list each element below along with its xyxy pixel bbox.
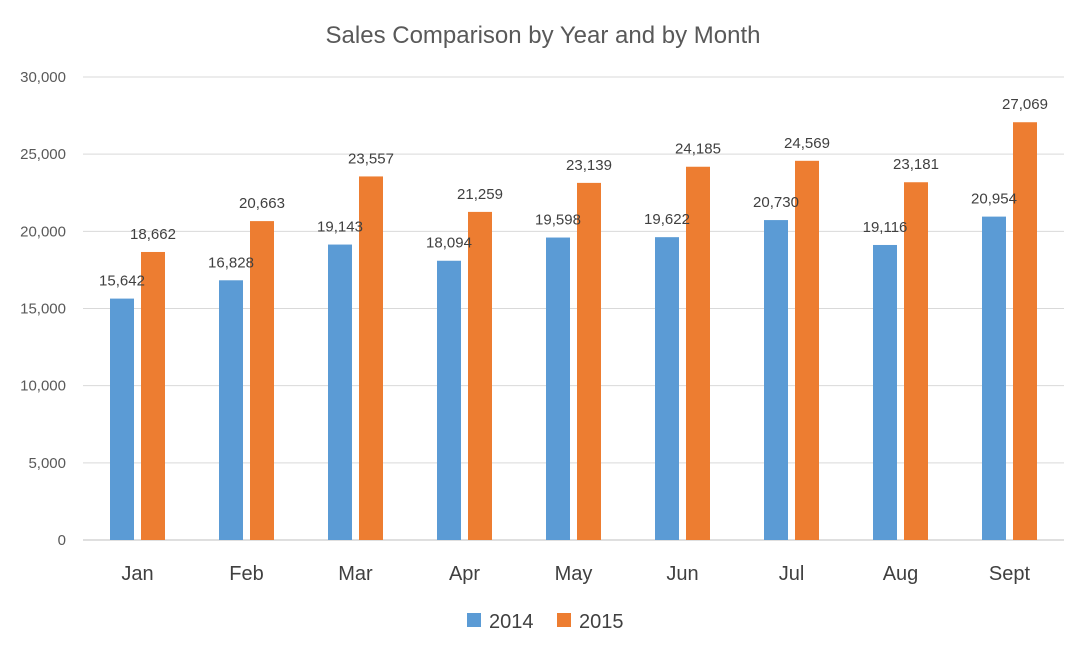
data-label: 23,139 xyxy=(566,157,612,174)
data-label: 20,663 xyxy=(239,195,285,212)
data-label: 24,185 xyxy=(675,141,721,158)
x-axis: Jan Feb Mar Apr May Jun Jul Aug Sept xyxy=(121,563,1030,585)
bar-2014-sept xyxy=(982,216,1006,541)
x-tick-label: May xyxy=(555,563,593,585)
legend: 2014 2015 xyxy=(467,611,624,633)
data-label: 24,569 xyxy=(784,135,830,152)
bar-2015-jun xyxy=(686,166,710,541)
data-label: 19,143 xyxy=(317,219,363,236)
bar-2015-sept xyxy=(1013,122,1037,540)
bars xyxy=(110,122,1037,541)
legend-label-2014: 2014 xyxy=(489,611,534,633)
bar-2015-feb xyxy=(250,221,274,541)
data-label: 19,598 xyxy=(535,212,581,229)
legend-swatch-2015 xyxy=(557,613,571,627)
data-label: 27,069 xyxy=(1002,96,1048,113)
x-tick-label: Apr xyxy=(449,563,480,585)
data-labels: 15,642 18,662 16,828 20,663 19,143 23,557 18,0… xyxy=(99,96,1048,289)
data-label: 15,642 xyxy=(99,273,145,290)
data-label: 16,828 xyxy=(208,254,254,271)
bar-2014-jan xyxy=(110,298,134,540)
bar-2015-mar xyxy=(359,176,383,541)
bar-2015-aug xyxy=(904,182,928,540)
bar-2014-aug xyxy=(873,244,897,541)
x-tick-label: Jan xyxy=(121,563,153,585)
data-label: 20,730 xyxy=(753,194,799,211)
data-label: 18,662 xyxy=(130,226,176,243)
legend-label-2015: 2015 xyxy=(579,611,624,633)
y-tick-label: 25,000 xyxy=(20,146,66,163)
data-label: 19,622 xyxy=(644,211,690,228)
data-label: 23,181 xyxy=(893,156,939,173)
y-tick-label: 20,000 xyxy=(20,223,66,240)
chart-title: Sales Comparison by Year and by Month xyxy=(326,22,761,49)
bar-2014-jul xyxy=(764,220,788,540)
x-tick-label: Aug xyxy=(883,563,919,585)
gridlines xyxy=(83,76,1064,541)
y-tick-label: 5,000 xyxy=(28,455,66,472)
bar-2015-jul xyxy=(795,160,819,541)
x-tick-label: Jul xyxy=(779,563,805,585)
x-tick-label: Feb xyxy=(229,563,263,585)
y-tick-label: 0 xyxy=(58,532,66,549)
y-axis: 0 5,000 10,000 15,000 20,000 25,000 30,000 xyxy=(20,69,66,549)
bar-2014-jun xyxy=(655,237,679,541)
y-tick-label: 15,000 xyxy=(20,301,66,318)
data-label: 20,954 xyxy=(971,191,1017,208)
x-tick-label: Jun xyxy=(666,563,698,585)
bar-2015-jan xyxy=(141,251,165,540)
data-label: 18,094 xyxy=(426,235,472,252)
bar-2014-may xyxy=(546,237,570,540)
bar-2015-may xyxy=(577,182,601,540)
legend-swatch-2014 xyxy=(467,613,481,627)
bar-2014-feb xyxy=(219,280,243,540)
y-tick-label: 10,000 xyxy=(20,378,66,395)
data-label: 21,259 xyxy=(457,186,503,203)
bar-2014-apr xyxy=(437,260,461,540)
data-label: 23,557 xyxy=(348,150,394,167)
x-tick-label: Mar xyxy=(338,563,373,585)
y-tick-label: 30,000 xyxy=(20,69,66,86)
bar-2015-apr xyxy=(468,211,492,540)
data-label: 19,116 xyxy=(863,219,908,236)
x-tick-label: Sept xyxy=(989,563,1031,585)
bar-2014-mar xyxy=(328,244,352,540)
